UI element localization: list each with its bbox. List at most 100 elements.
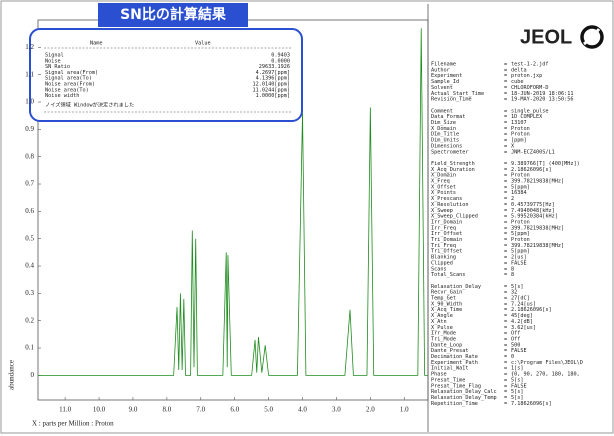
param-value: 0.45739775[Hz] [511, 202, 555, 208]
param-sep: = [504, 167, 507, 173]
param-key: X_Offset [431, 184, 456, 190]
row-name: Noise [45, 58, 61, 64]
param-value: [ppm] [511, 138, 527, 144]
y-tick-label: 1.0 [25, 98, 34, 106]
row-value: 4.2697[ppm] [256, 70, 290, 76]
callout-message: ノイズ領域 Windowが決定されました [45, 101, 134, 109]
param-value: 7.18626096[s] [511, 401, 552, 407]
param-key: X_Pulse [431, 325, 453, 331]
param-sep: = [504, 342, 507, 348]
param-sep: = [504, 62, 507, 68]
table-header: Value [195, 41, 211, 47]
param-key: X_90_Width [431, 301, 462, 307]
param-sep: = [504, 120, 507, 126]
param-sep: = [504, 377, 507, 383]
param-value: 5[s] [511, 395, 524, 401]
x-tick-label: 3.0 [332, 406, 341, 414]
y-tick-label: 0.6 [25, 207, 34, 215]
param-sep: = [504, 173, 507, 179]
param-sep: = [504, 331, 507, 337]
row-name: Noise width [45, 93, 79, 99]
param-key: Irr_Offset [431, 231, 462, 237]
row-name: SN Ratio [45, 64, 70, 70]
row-value: 0.0000 [271, 58, 290, 64]
row-name: Signal area(From) [45, 70, 98, 76]
row-value: 29633.1926 [259, 64, 290, 70]
param-value: 5[s] [511, 389, 524, 395]
param-sep: = [504, 307, 507, 313]
param-sep: = [504, 208, 507, 214]
param-value: 8 [511, 266, 514, 272]
param-value: FALSE [511, 260, 527, 266]
y-tick-label: 0.7 [25, 180, 34, 188]
param-key: Spectrometer [431, 149, 468, 155]
param-sep: = [504, 249, 507, 255]
param-sep: = [504, 179, 507, 185]
param-key: Dim_Size [431, 120, 456, 126]
param-sep: = [504, 85, 507, 91]
param-key: X_Resolution [431, 202, 468, 208]
param-value: 5[ppm] [511, 249, 530, 255]
y-tick-label: 0.1 [25, 344, 34, 352]
param-key: Clipped [431, 260, 453, 266]
param-key: Comment [431, 108, 453, 114]
param-sep: = [504, 336, 507, 342]
x-tick-label: 6.0 [230, 406, 239, 414]
param-sep: = [504, 266, 507, 272]
y-tick-label: 0 [31, 371, 35, 379]
param-value: cube [511, 79, 524, 85]
param-sep: = [504, 389, 507, 395]
param-value: FALSE [511, 348, 527, 354]
param-sep: = [504, 161, 507, 167]
param-key: Relaxation_Delay_Calc [431, 389, 497, 395]
param-sep: = [504, 325, 507, 331]
param-key: Solvent [431, 85, 453, 91]
param-value: 2.18626096[s] [511, 167, 552, 173]
param-value: Proton [511, 126, 530, 132]
param-sep: = [504, 319, 507, 325]
param-key: Dim_Units [431, 138, 459, 144]
param-value: {0, 90, 270, 180, 180, [511, 372, 580, 378]
param-value: 399.78219838[MHz] [511, 243, 564, 249]
y-tick-label: 0.8 [25, 152, 34, 160]
row-name: Noise area(From) [45, 82, 95, 88]
param-sep: = [504, 401, 507, 407]
param-sep: = [504, 354, 507, 360]
param-sep: = [504, 126, 507, 132]
param-key: Decimation_Rate [431, 354, 478, 360]
param-key: Data_Format [431, 114, 465, 120]
param-key: X_Domain [431, 126, 456, 132]
row-value: 11.0244[ppm] [253, 87, 290, 93]
y-tick-label: 0.2 [25, 316, 34, 324]
param-key: Tri_Domain [431, 237, 462, 243]
param-key: Initial_Wait [431, 366, 468, 372]
param-sep: = [504, 219, 507, 225]
param-value: 1[s] [511, 366, 524, 372]
param-key: X_Acq_Time [431, 307, 462, 313]
param-value: Proton [511, 219, 530, 225]
param-key: Dimensions [431, 143, 462, 149]
param-sep: = [504, 395, 507, 401]
param-key: Irr_Domain [431, 219, 462, 225]
callout-title: SN比の計算結果 [120, 6, 227, 23]
param-value: X [511, 143, 515, 149]
param-value: CHLOROFORM-D [511, 85, 548, 91]
param-key: Author [431, 67, 450, 73]
param-key: Tri_Freq [431, 243, 456, 249]
y-tick-label: 0.3 [25, 289, 34, 297]
param-key: Total_Scans [431, 272, 465, 278]
y-axis-label: abundance [8, 360, 16, 390]
param-value: 0 [511, 354, 514, 360]
y-tick-label: 0.9 [25, 125, 34, 133]
param-sep: = [504, 231, 507, 237]
param-key: Recvr_Gain [431, 290, 462, 296]
param-sep: = [504, 202, 507, 208]
param-key: X_Sweep_Clipped [431, 214, 478, 220]
x-tick-label: 11.0 [59, 406, 71, 414]
param-key: Experiment_Path [431, 360, 478, 366]
param-value: Off [511, 331, 520, 337]
param-value: 27[dC] [511, 296, 530, 302]
param-key: X_Prescans [431, 196, 462, 202]
spectrum [38, 28, 428, 376]
